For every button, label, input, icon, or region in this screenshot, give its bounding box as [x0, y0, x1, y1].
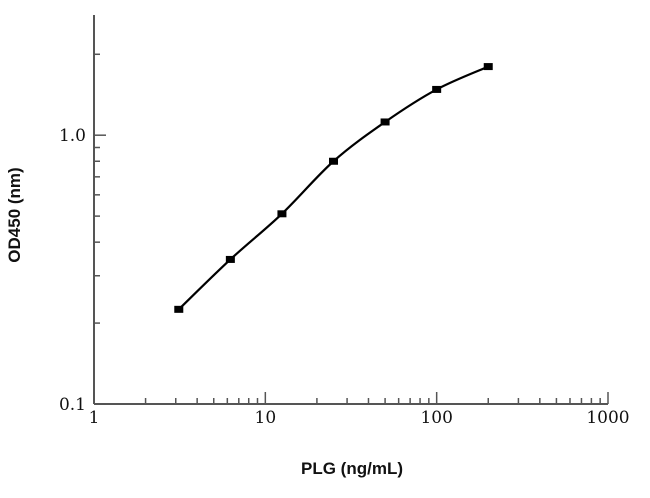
axes: 1 10 100 1000 0.1 1.0	[59, 15, 630, 428]
x-tick-label: 1	[89, 408, 100, 428]
data-point	[225, 255, 235, 263]
data-point	[174, 305, 184, 313]
x-tick-label: 100	[420, 408, 452, 428]
x-axis-title: PLG (ng/mL)	[301, 459, 403, 478]
x-tick-label: 1000	[586, 408, 629, 428]
data-point	[380, 118, 390, 126]
series-line	[178, 65, 489, 311]
y-tick-label: 1.0	[59, 126, 86, 146]
data-point	[483, 63, 493, 71]
y-axis-title: OD450 (nm)	[5, 167, 24, 262]
data-point	[329, 157, 339, 165]
series-layer	[174, 63, 493, 313]
data-point	[277, 210, 287, 218]
x-tick-label: 10	[255, 408, 277, 428]
y-tick-label: 0.1	[59, 395, 86, 415]
data-point	[432, 85, 442, 93]
